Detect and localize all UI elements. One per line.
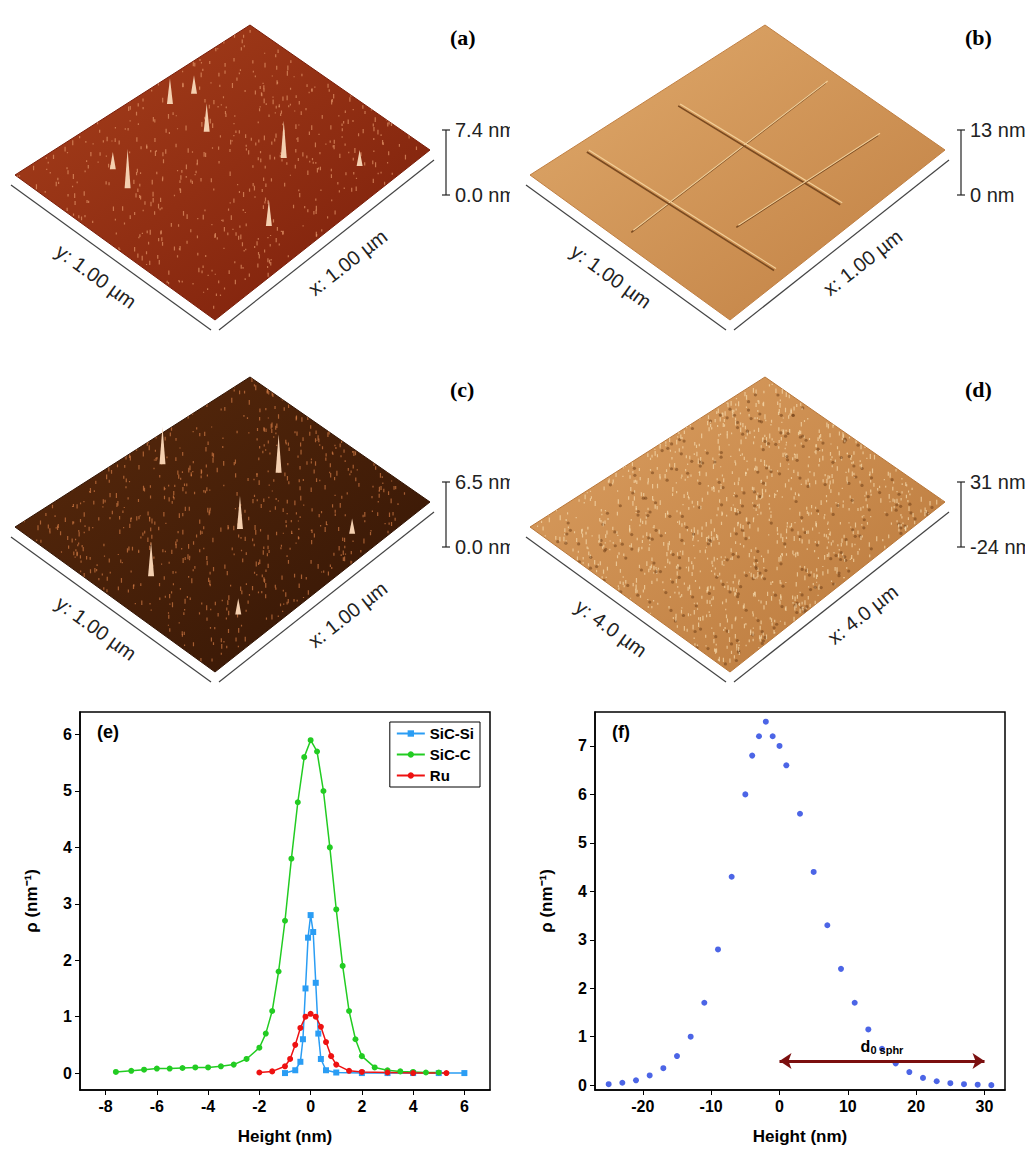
svg-text:6: 6 bbox=[578, 786, 587, 803]
svg-text:20: 20 bbox=[907, 1098, 925, 1115]
svg-text:-10: -10 bbox=[700, 1098, 723, 1115]
svg-text:ρ (nm⁻¹): ρ (nm⁻¹) bbox=[22, 869, 41, 933]
svg-text:31 nm: 31 nm bbox=[970, 471, 1025, 493]
svg-text:6: 6 bbox=[63, 726, 72, 743]
svg-text:-4: -4 bbox=[201, 1098, 215, 1115]
svg-text:Ru: Ru bbox=[430, 767, 450, 784]
svg-text:4: 4 bbox=[409, 1098, 418, 1115]
svg-text:0: 0 bbox=[63, 1065, 72, 1082]
svg-text:Height (nm): Height (nm) bbox=[238, 1127, 332, 1146]
svg-text:5: 5 bbox=[578, 834, 587, 851]
svg-text:(d): (d) bbox=[965, 377, 992, 402]
svg-text:y: 4.0 µm: y: 4.0 µm bbox=[571, 595, 651, 661]
svg-text:x: 1.00 µm: x: 1.00 µm bbox=[304, 225, 391, 300]
svg-text:2: 2 bbox=[578, 980, 587, 997]
svg-text:4: 4 bbox=[63, 839, 72, 856]
svg-text:-6: -6 bbox=[150, 1098, 164, 1115]
svg-text:0: 0 bbox=[578, 1077, 587, 1094]
svg-text:4: 4 bbox=[578, 883, 587, 900]
svg-text:(c): (c) bbox=[450, 377, 474, 402]
svg-text:0.0 nm: 0.0 nm bbox=[455, 536, 510, 558]
svg-text:0 nm: 0 nm bbox=[970, 184, 1014, 206]
svg-text:x: 1.00 µm: x: 1.00 µm bbox=[304, 577, 391, 652]
svg-text:d: d bbox=[861, 1038, 871, 1055]
svg-text:-20: -20 bbox=[631, 1098, 654, 1115]
svg-text:3: 3 bbox=[63, 895, 72, 912]
svg-text:-2: -2 bbox=[252, 1098, 266, 1115]
svg-text:SiC-C: SiC-C bbox=[430, 746, 471, 763]
svg-text:(b): (b) bbox=[965, 25, 992, 50]
svg-text:7: 7 bbox=[578, 737, 587, 754]
svg-text:30: 30 bbox=[976, 1098, 994, 1115]
svg-text:0: 0 bbox=[775, 1098, 784, 1115]
svg-text:y: 1.00 µm: y: 1.00 µm bbox=[52, 592, 141, 665]
svg-text:0.0 nm: 0.0 nm bbox=[455, 184, 510, 206]
svg-text:6.5 nm: 6.5 nm bbox=[455, 471, 510, 493]
svg-text:SiC-Si: SiC-Si bbox=[430, 725, 474, 742]
svg-text:x: 1.00 µm: x: 1.00 µm bbox=[819, 225, 906, 300]
svg-text:(f): (f) bbox=[612, 722, 630, 742]
svg-text:2: 2 bbox=[357, 1098, 366, 1115]
svg-text:13 nm: 13 nm bbox=[970, 119, 1025, 141]
svg-text:Height (nm): Height (nm) bbox=[753, 1127, 847, 1146]
svg-text:1: 1 bbox=[63, 1008, 72, 1025]
svg-text:1: 1 bbox=[578, 1028, 587, 1045]
svg-text:10: 10 bbox=[839, 1098, 857, 1115]
svg-text:ρ (nm⁻¹): ρ (nm⁻¹) bbox=[537, 869, 556, 933]
svg-text:y: 1.00 µm: y: 1.00 µm bbox=[567, 240, 656, 313]
svg-text:6: 6 bbox=[460, 1098, 469, 1115]
svg-text:(e): (e) bbox=[97, 722, 119, 742]
svg-text:(a): (a) bbox=[450, 25, 476, 50]
svg-text:-24 nm: -24 nm bbox=[970, 536, 1025, 558]
svg-text:y: 1.00 µm: y: 1.00 µm bbox=[52, 240, 141, 313]
svg-text:7.4 nm: 7.4 nm bbox=[455, 119, 510, 141]
svg-text:x: 4.0 µm: x: 4.0 µm bbox=[823, 580, 902, 648]
svg-text:5: 5 bbox=[63, 782, 72, 799]
svg-text:3: 3 bbox=[578, 931, 587, 948]
svg-text:2: 2 bbox=[63, 952, 72, 969]
svg-text:0 sphr: 0 sphr bbox=[870, 1044, 904, 1056]
svg-text:0: 0 bbox=[306, 1098, 315, 1115]
svg-text:-8: -8 bbox=[99, 1098, 113, 1115]
